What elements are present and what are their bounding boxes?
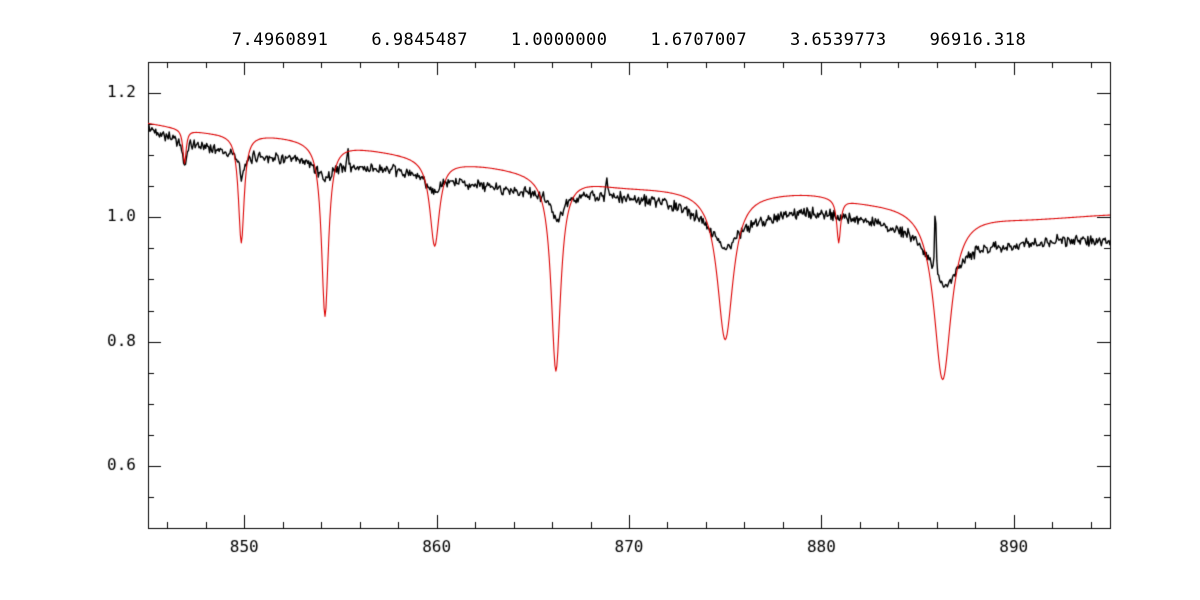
plot-title: 7.4960891 6.9845487 1.0000000 1.6707007 … xyxy=(231,30,1027,50)
